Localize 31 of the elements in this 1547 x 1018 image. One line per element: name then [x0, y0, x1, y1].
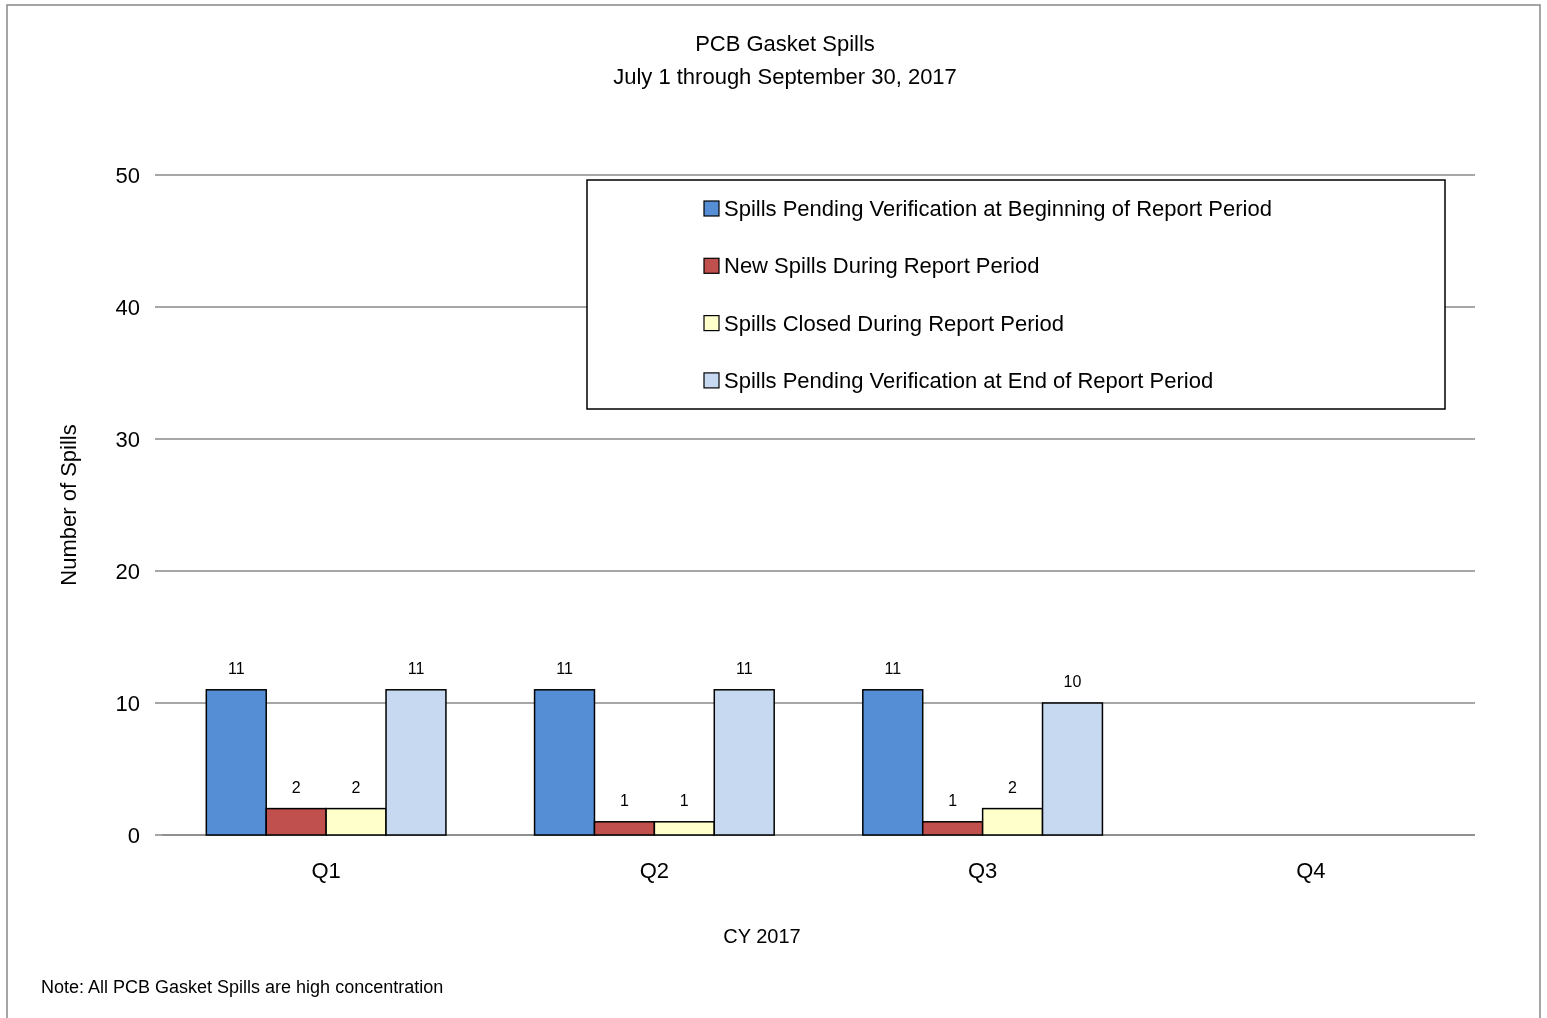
text: Note: All PCB Gasket Spills are high concentration: [41, 977, 444, 997]
legend-label: Spills Closed During Report Period: [724, 310, 1064, 336]
legend-label: New Spills During Report Period: [724, 253, 1040, 279]
x-tick-label: Q3: [967, 858, 998, 883]
data-label: 1: [948, 791, 958, 809]
data-label: 11: [407, 659, 425, 677]
y-tick-label: 40: [115, 295, 140, 320]
chart-subtitle: July 1 through September 30, 2017: [613, 64, 957, 89]
y-tick-label: 0: [127, 823, 140, 848]
data-label: 11: [556, 659, 573, 677]
y-tick-label: 10: [115, 691, 140, 716]
chart-title: PCB Gasket Spills: [695, 31, 875, 56]
x-tick-label: Q1: [311, 858, 341, 883]
data-label: 2: [1008, 778, 1018, 796]
y-axis-title: Number of Spills: [56, 424, 81, 586]
x-tick-label: Q2: [639, 858, 670, 883]
y-tick-label: 20: [115, 559, 140, 584]
x-axis-title: CY 2017: [723, 925, 801, 947]
data-label: 2: [291, 778, 301, 796]
x-tick-label: Q4: [1296, 858, 1326, 883]
data-label: 1: [679, 791, 689, 809]
y-tick-label: 50: [115, 163, 140, 188]
data-label: 11: [884, 659, 902, 677]
legend-label: Spills Pending Verification at End of Report Period: [724, 367, 1214, 393]
y-tick-label: 30: [115, 427, 140, 452]
data-label: 10: [1063, 673, 1082, 690]
data-label: 11: [227, 659, 245, 677]
data-label: 2: [351, 778, 361, 796]
data-label: 1: [619, 791, 629, 809]
legend-label: Spills Pending Verification at Beginning of Report Period: [724, 196, 1272, 221]
data-label: 11: [735, 659, 753, 677]
